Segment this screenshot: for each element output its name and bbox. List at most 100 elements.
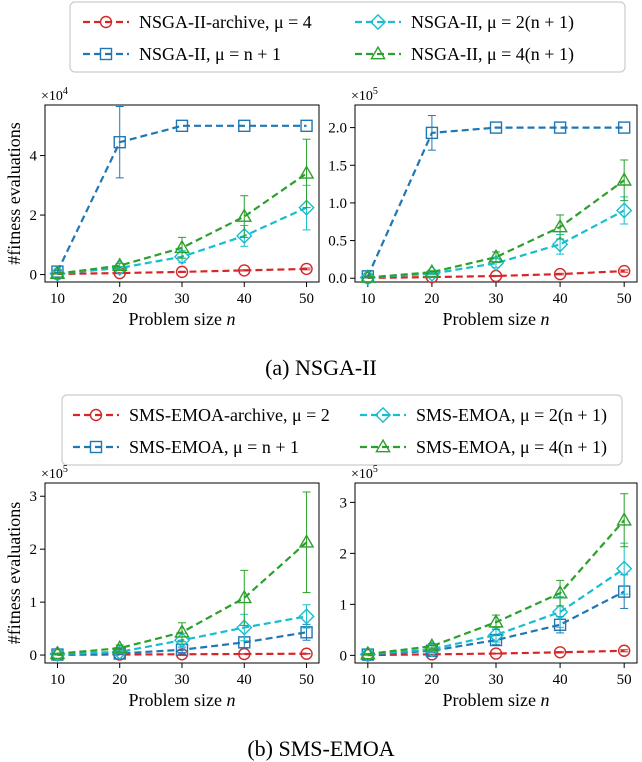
chart-0-line-mu_n1 [56,124,307,273]
chart-1-point-mu_4n1-2 [488,248,504,263]
chart-1-ytick-label-2: 1.0 [328,196,347,212]
caption-a: (a) NSGA-II [265,355,377,380]
chart-3-point-mu_4n1-4 [616,511,632,526]
chart-1-point-mu_4n1-3 [552,218,568,233]
legend-b-item-label-2: SMS-EMOA, μ = n + 1 [129,437,299,457]
chart-2-xtick-label-4: 50 [299,672,314,688]
chart-2-xtick-label-2: 30 [175,672,190,688]
chart-3-xtick-label-2: 30 [489,672,504,688]
chart-0-ytick-label-2: 4 [30,149,38,165]
chart-3-xtick-label-4: 50 [617,672,632,688]
chart-2-point-mu_2n1-2 [173,632,191,649]
chart-1-xtick-label-0: 10 [360,291,375,307]
chart-2-xlabel: Problem size n [129,690,236,710]
chart-0-ytick-label-0: 0 [30,268,38,284]
chart-0-xtick-label-1: 20 [112,291,127,307]
chart-0-point-mu_4n1-3 [236,208,253,222]
chart-0-point-mu_2n1-4 [298,199,315,216]
legend-a-item-marker-3 [370,45,386,60]
chart-3-ytick-label-1: 1 [340,597,348,613]
chart-1-point-mu_4n1-0 [360,269,376,283]
chart-2-xtick-label-3: 40 [237,672,252,688]
chart-1-point-mu_2n1-0 [359,269,376,286]
chart-2-point-mu_4n1-2 [174,624,190,638]
legend-b-item-marker-3 [375,438,391,453]
chart-2-point-archive-4 [300,647,313,660]
chart-2-point-mu_4n1-1 [111,639,128,654]
chart-2-ylabel: #fitness evaluations [4,502,24,644]
chart-0-point-mu_2n1-2 [173,248,191,265]
chart-0-point-mu_n1-3 [238,119,251,133]
legend-a-item-label-0: NSGA-II-archive, μ = 4 [139,12,312,32]
chart-0-ytick-label-1: 2 [30,208,38,224]
chart-0-point-mu_4n1-1 [111,257,128,272]
legend-a-item-marker-0 [99,15,113,29]
chart-0-point-mu_2n1-0 [49,265,66,282]
legend-a-item-label-1: NSGA-II, μ = 2(n + 1) [411,12,574,33]
chart-0-point-archive-3 [238,264,251,277]
legend-b: SMS-EMOA-archive, μ = 2 SMS-EMOA, μ = 2(n… [61,394,623,466]
chart-1-xlabel: Problem size n [443,309,550,329]
chart-nsga-ii-right: 0.0 0.5 1.0 1.5 2.0 10 20 30 40 50 ×105 Problem siz… [328,86,638,329]
chart-2-point-mu_2n1-3 [236,619,253,636]
chart-1-point-archive-4 [617,264,631,278]
chart-3-point-mu_2n1-0 [359,646,376,663]
legend-b-frame [61,394,623,466]
chart-0-point-mu_n1-1 [113,135,126,149]
chart-1-point-mu_n1-1 [425,126,439,140]
chart-1-point-mu_2n1-4 [616,202,633,219]
chart-0-xtick-label-4: 50 [299,291,314,307]
chart-3-offset-label: ×105 [351,464,378,482]
legend-b-item-marker-0 [89,408,103,422]
chart-3-point-mu_4n1-0 [360,645,376,660]
chart-1-offset-label: ×105 [351,86,378,104]
chart-nsga-ii-left: 0 2 4 10 20 30 40 50 ×104 Problem size n #fitness … [4,86,320,329]
chart-1-point-archive-3 [553,267,567,281]
chart-0-point-archive-4 [300,262,313,276]
chart-2-ytick-label-3: 3 [30,489,38,505]
chart-1-line-mu_n1 [366,126,625,277]
chart-3-point-archive-2 [489,647,503,660]
chart-1-series-mu_2n1 [359,196,633,286]
chart-3-xtick-label-1: 20 [424,672,439,688]
chart-3-point-mu_2n1-3 [551,603,569,621]
legend-a-item-marker-1 [369,13,387,31]
chart-1-xtick-label-2: 30 [489,291,504,307]
legend-b-item-label-3: SMS-EMOA, μ = 4(n + 1) [416,437,607,458]
chart-1-point-mu_4n1-4 [616,172,632,186]
chart-3-xlabel: Problem size n [443,690,550,710]
chart-3-ytick-label-2: 2 [340,546,348,562]
chart-2-ytick-label-1: 1 [30,595,38,611]
chart-1-line-mu_2n1 [367,209,625,279]
chart-2-offset-label: ×105 [41,464,68,482]
chart-1-line-archive [367,269,625,279]
chart-0-xtick-label-0: 10 [50,291,65,307]
chart-3-xtick-label-0: 10 [360,672,375,688]
chart-2-ytick-label-0: 0 [30,648,38,664]
chart-2-point-mu_2n1-0 [49,645,66,663]
chart-1-ytick-label-1: 0.5 [328,234,347,250]
chart-0-series-mu_4n1 [49,138,315,280]
chart-2-point-mu_2n1-4 [298,608,315,625]
chart-3-ytick-label-3: 3 [340,495,348,511]
chart-0-point-mu_n1-2 [175,119,189,133]
chart-0-xtick-label-3: 40 [237,291,252,307]
chart-3-series-mu_4n1 [360,493,632,660]
chart-sms-emoa-left: 0 1 2 3 10 20 30 40 50 ×105 Problem size n #fitness… [4,464,320,710]
chart-0-offset-label: ×104 [41,86,68,104]
chart-0-point-mu_4n1-4 [298,165,315,179]
chart-1-point-mu_2n1-2 [487,255,505,272]
chart-2-point-mu_4n1-4 [298,534,315,548]
chart-0-point-mu_2n1-3 [236,227,253,245]
chart-2-ytick-label-2: 2 [30,542,38,558]
chart-0-ylabel: #fitness evaluations [4,122,24,264]
legend-a: NSGA-II-archive, μ = 4 NSGA-II, μ = 2(n +… [69,1,626,73]
chart-1-ytick-label-4: 2.0 [328,121,347,137]
chart-3-point-mu_2n1-2 [487,626,505,644]
chart-0-point-mu_n1-4 [300,119,313,133]
chart-1-ytick-label-0: 0.0 [328,271,347,287]
legend-b-item-marker-2 [89,440,103,454]
legend-a-item-label-3: NSGA-II, μ = 4(n + 1) [411,44,574,65]
chart-3-point-mu_2n1-4 [616,560,633,577]
